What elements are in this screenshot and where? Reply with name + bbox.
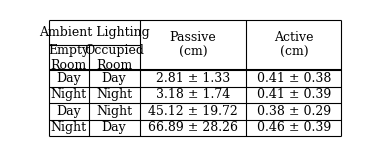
Text: Day: Day (102, 121, 126, 134)
Text: Ambient Lighting: Ambient Lighting (39, 26, 150, 39)
Text: Night: Night (96, 88, 132, 101)
Text: 66.89 ± 28.26: 66.89 ± 28.26 (148, 121, 238, 134)
Text: Occupied
Room: Occupied Room (84, 44, 144, 72)
Text: Night: Night (96, 105, 132, 118)
Text: Day: Day (56, 105, 81, 118)
Text: Day: Day (102, 72, 126, 85)
Text: 2.81 ± 1.33: 2.81 ± 1.33 (156, 72, 230, 85)
Text: 0.46 ± 0.39: 0.46 ± 0.39 (257, 121, 331, 134)
Text: Passive
(cm): Passive (cm) (170, 31, 216, 59)
Text: Empty
Room: Empty Room (48, 44, 90, 72)
Text: 45.12 ± 19.72: 45.12 ± 19.72 (148, 105, 238, 118)
Text: 3.18 ± 1.74: 3.18 ± 1.74 (156, 88, 230, 101)
Text: Day: Day (56, 72, 81, 85)
Text: Active
(cm): Active (cm) (274, 31, 314, 59)
Text: 0.38 ± 0.29: 0.38 ± 0.29 (257, 105, 331, 118)
Text: 0.41 ± 0.39: 0.41 ± 0.39 (257, 88, 331, 101)
Text: 0.41 ± 0.38: 0.41 ± 0.38 (257, 72, 331, 85)
Text: Night: Night (51, 88, 87, 101)
Text: Night: Night (51, 121, 87, 134)
